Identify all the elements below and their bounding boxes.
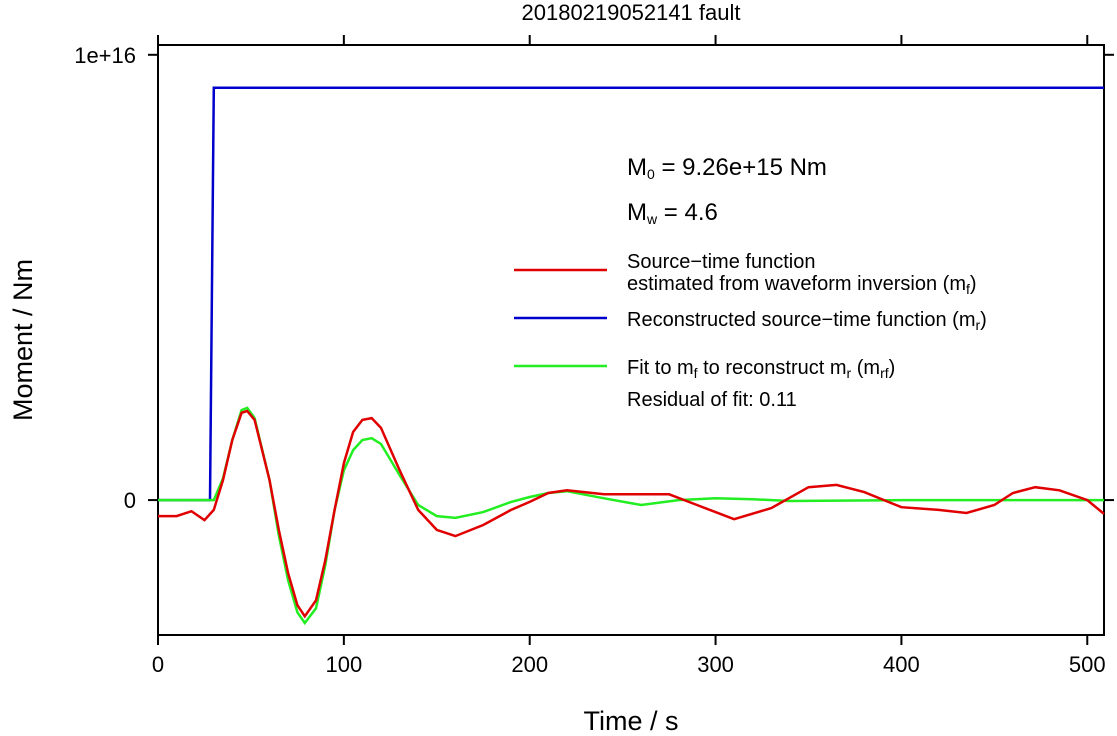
text-part: M (627, 199, 647, 226)
legend-label: Reconstructed source−time function (mr) (627, 309, 987, 333)
annotation: Mw = 4.6 (627, 199, 718, 227)
text-part: = 9.26e+15 Nm (655, 154, 827, 181)
y-tick-label: 0 (124, 488, 136, 513)
legend-label: estimated from waveform inversion (mf) (627, 273, 977, 297)
chart-title: 20180219052141 fault (522, 0, 741, 25)
text-part: ) (980, 309, 987, 331)
text-part: = 4.6 (657, 199, 718, 226)
x-tick-label: 100 (325, 652, 362, 677)
x-axis-label: Time / s (583, 706, 678, 736)
plot-frame (157, 44, 1105, 636)
series-line (158, 409, 1105, 619)
subscript: f (694, 365, 698, 381)
text-part: to reconstruct m (698, 357, 847, 379)
text-part: Reconstructed source−time function (m (627, 309, 976, 331)
text-part: Fit to m (627, 357, 694, 379)
subscript: w (646, 211, 658, 227)
text-part: Source−time function (627, 251, 815, 273)
text-part: estimated from waveform inversion (m (627, 273, 966, 295)
x-tick-label: 200 (511, 652, 548, 677)
text-part: (m (851, 357, 880, 379)
y-axis-label: Moment / Nm (8, 259, 38, 421)
text-part: Residual of fit: 0.11 (627, 389, 797, 411)
series-line (158, 406, 1104, 626)
subscript: rf (880, 365, 889, 381)
legend-label: Fit to mf to reconstruct mr (mrf) (627, 357, 895, 381)
text-part: ) (889, 357, 896, 379)
subscript: r (847, 365, 852, 381)
x-tick-label: 500 (1069, 652, 1106, 677)
annotation: Residual of fit: 0.11 (627, 389, 797, 411)
text-part: ) (970, 273, 977, 295)
x-tick-label: 300 (697, 652, 734, 677)
subscript: 0 (647, 166, 655, 182)
legend-label: Source−time function (627, 251, 815, 273)
x-tick-label: 400 (883, 652, 920, 677)
subscript: f (966, 281, 970, 297)
annotation: M0 = 9.26e+15 Nm (627, 154, 827, 182)
subscript: r (976, 317, 981, 333)
x-tick-label: 0 (152, 652, 164, 677)
text-part: M (627, 154, 647, 181)
y-tick-label: 1e+16 (74, 43, 136, 68)
